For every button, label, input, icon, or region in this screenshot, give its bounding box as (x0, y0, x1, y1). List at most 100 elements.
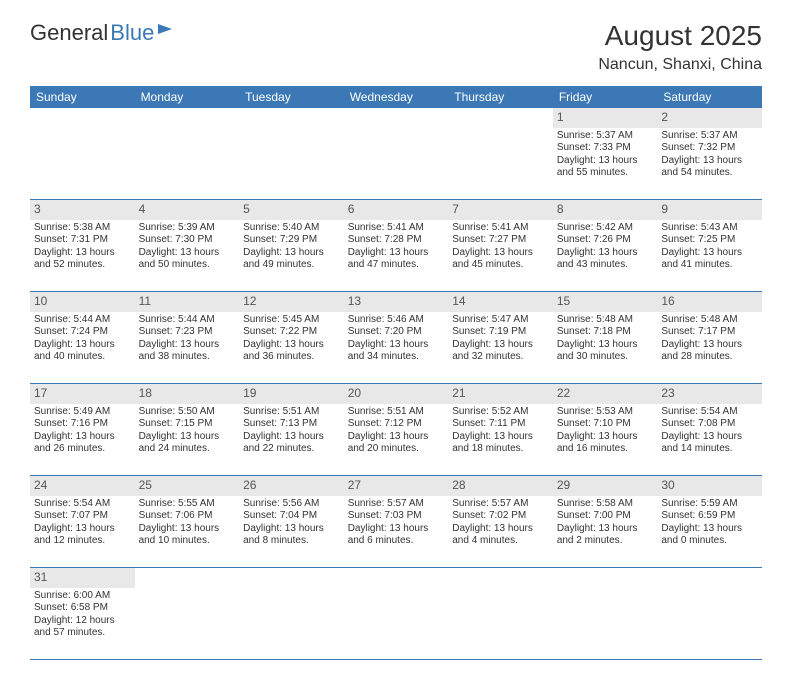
day-number: 30 (661, 478, 674, 492)
daynum-cell: 10 (30, 292, 135, 312)
daylight-text: Daylight: 13 hours and 55 minutes. (557, 155, 654, 180)
daylight-text: Daylight: 13 hours and 10 minutes. (139, 523, 236, 548)
day-cell (135, 128, 240, 200)
sunset-text: Sunset: 7:08 PM (661, 418, 758, 431)
daynum-row: 17181920212223 (30, 384, 762, 404)
day-cell (135, 588, 240, 660)
day-cell: Sunrise: 5:39 AMSunset: 7:30 PMDaylight:… (135, 220, 240, 292)
dayname-header: Wednesday (344, 86, 449, 108)
day-number: 22 (557, 386, 570, 400)
sunrise-text: Sunrise: 5:55 AM (139, 498, 236, 511)
day-number: 14 (452, 294, 465, 308)
daynum-cell: 2 (657, 108, 762, 128)
sunrise-text: Sunrise: 5:41 AM (348, 222, 445, 235)
sunset-text: Sunset: 7:10 PM (557, 418, 654, 431)
day-cell (239, 128, 344, 200)
sunrise-text: Sunrise: 5:58 AM (557, 498, 654, 511)
day-number: 4 (139, 202, 146, 216)
content-row: Sunrise: 5:54 AMSunset: 7:07 PM Daylight:… (30, 496, 762, 568)
day-number: 23 (661, 386, 674, 400)
dayname-row: SundayMondayTuesdayWednesdayThursdayFrid… (30, 86, 762, 108)
daynum-cell: 15 (553, 292, 658, 312)
day-cell: Sunrise: 5:57 AMSunset: 7:03 PMDaylight:… (344, 496, 449, 568)
daynum-cell: 4 (135, 200, 240, 220)
sunrise-text: Sunrise: 5:47 AM (452, 314, 549, 327)
sunrise-text: Sunrise: 5:44 AM (34, 314, 131, 327)
daylight-text: Daylight: 13 hours and 26 minutes. (34, 431, 131, 456)
day-cell: Sunrise: 5:47 AMSunset: 7:19 PMDaylight:… (448, 312, 553, 384)
daylight-text: Daylight: 13 hours and 2 minutes. (557, 523, 654, 548)
sunrise-text: Sunrise: 6:00 AM (34, 590, 131, 603)
daylight-text: Daylight: 13 hours and 20 minutes. (348, 431, 445, 456)
daynum-cell: 26 (239, 476, 344, 496)
day-cell: Sunrise: 5:38 AMSunset: 7:31 PMDaylight:… (30, 220, 135, 292)
day-cell: Sunrise: 5:43 AMSunset: 7:25 PMDaylight:… (657, 220, 762, 292)
daylight-text: Daylight: 13 hours and 28 minutes. (661, 339, 758, 364)
sunset-text: Sunset: 7:04 PM (243, 510, 340, 523)
daynum-cell: 13 (344, 292, 449, 312)
day-number: 25 (139, 478, 152, 492)
calendar-page: GeneralBlue August 2025 Nancun, Shanxi, … (0, 0, 792, 680)
sunset-text: Sunset: 7:07 PM (34, 510, 131, 523)
day-cell (30, 128, 135, 200)
day-number: 28 (452, 478, 465, 492)
day-number: 26 (243, 478, 256, 492)
day-number: 7 (452, 202, 459, 216)
day-cell (448, 128, 553, 200)
logo-text-general: General (30, 20, 108, 46)
dayname-header: Saturday (657, 86, 762, 108)
sunrise-text: Sunrise: 5:37 AM (557, 130, 654, 143)
sunset-text: Sunset: 7:31 PM (34, 234, 131, 247)
daynum-cell (448, 108, 553, 128)
day-number: 6 (348, 202, 355, 216)
dayname-header: Thursday (448, 86, 553, 108)
logo: GeneralBlue (30, 20, 172, 46)
day-number: 5 (243, 202, 250, 216)
day-number: 10 (34, 294, 47, 308)
sunset-text: Sunset: 7:12 PM (348, 418, 445, 431)
day-cell (657, 588, 762, 660)
sunrise-text: Sunrise: 5:54 AM (34, 498, 131, 511)
sunrise-text: Sunrise: 5:51 AM (243, 406, 340, 419)
daynum-cell: 6 (344, 200, 449, 220)
day-cell (239, 588, 344, 660)
daynum-cell: 14 (448, 292, 553, 312)
day-number: 11 (139, 294, 151, 308)
day-cell: Sunrise: 5:41 AMSunset: 7:27 PMDaylight:… (448, 220, 553, 292)
day-cell: Sunrise: 5:53 AMSunset: 7:10 PMDaylight:… (553, 404, 658, 476)
daylight-text: Daylight: 13 hours and 54 minutes. (661, 155, 758, 180)
sunset-text: Sunset: 7:24 PM (34, 326, 131, 339)
daynum-cell (657, 568, 762, 588)
day-cell: Sunrise: 5:54 AMSunset: 7:08 PMDaylight:… (657, 404, 762, 476)
day-cell (553, 588, 658, 660)
daynum-cell (30, 108, 135, 128)
daylight-text: Daylight: 13 hours and 52 minutes. (34, 247, 131, 272)
sunrise-text: Sunrise: 5:39 AM (139, 222, 236, 235)
day-cell: Sunrise: 5:54 AMSunset: 7:07 PMDaylight:… (30, 496, 135, 568)
daylight-text: Daylight: 13 hours and 6 minutes. (348, 523, 445, 548)
daynum-cell: 3 (30, 200, 135, 220)
daynum-cell: 5 (239, 200, 344, 220)
day-cell: Sunrise: 5:41 AMSunset: 7:28 PMDaylight:… (344, 220, 449, 292)
day-cell: Sunrise: 5:51 AMSunset: 7:12 PMDaylight:… (344, 404, 449, 476)
sunrise-text: Sunrise: 5:40 AM (243, 222, 340, 235)
sunrise-text: Sunrise: 5:57 AM (452, 498, 549, 511)
day-cell: Sunrise: 5:37 AMSunset: 7:33 PMDaylight:… (553, 128, 658, 200)
day-cell (344, 588, 449, 660)
daynum-cell: 18 (135, 384, 240, 404)
sunset-text: Sunset: 7:30 PM (139, 234, 236, 247)
day-cell: Sunrise: 5:48 AMSunset: 7:17 PMDaylight:… (657, 312, 762, 384)
daynum-row: 12 (30, 108, 762, 128)
sunrise-text: Sunrise: 5:45 AM (243, 314, 340, 327)
daylight-text: Daylight: 13 hours and 50 minutes. (139, 247, 236, 272)
sunrise-text: Sunrise: 5:59 AM (661, 498, 758, 511)
daynum-cell: 23 (657, 384, 762, 404)
calendar-head: SundayMondayTuesdayWednesdayThursdayFrid… (30, 86, 762, 108)
day-cell: Sunrise: 5:51 AMSunset: 7:13 PMDaylight:… (239, 404, 344, 476)
sunset-text: Sunset: 7:20 PM (348, 326, 445, 339)
day-cell: Sunrise: 5:52 AMSunset: 7:11 PMDaylight:… (448, 404, 553, 476)
daynum-cell: 30 (657, 476, 762, 496)
sunset-text: Sunset: 6:59 PM (661, 510, 758, 523)
content-row: Sunrise: 5:44 AMSunset: 7:24 PM Daylight:… (30, 312, 762, 384)
daynum-cell: 27 (344, 476, 449, 496)
